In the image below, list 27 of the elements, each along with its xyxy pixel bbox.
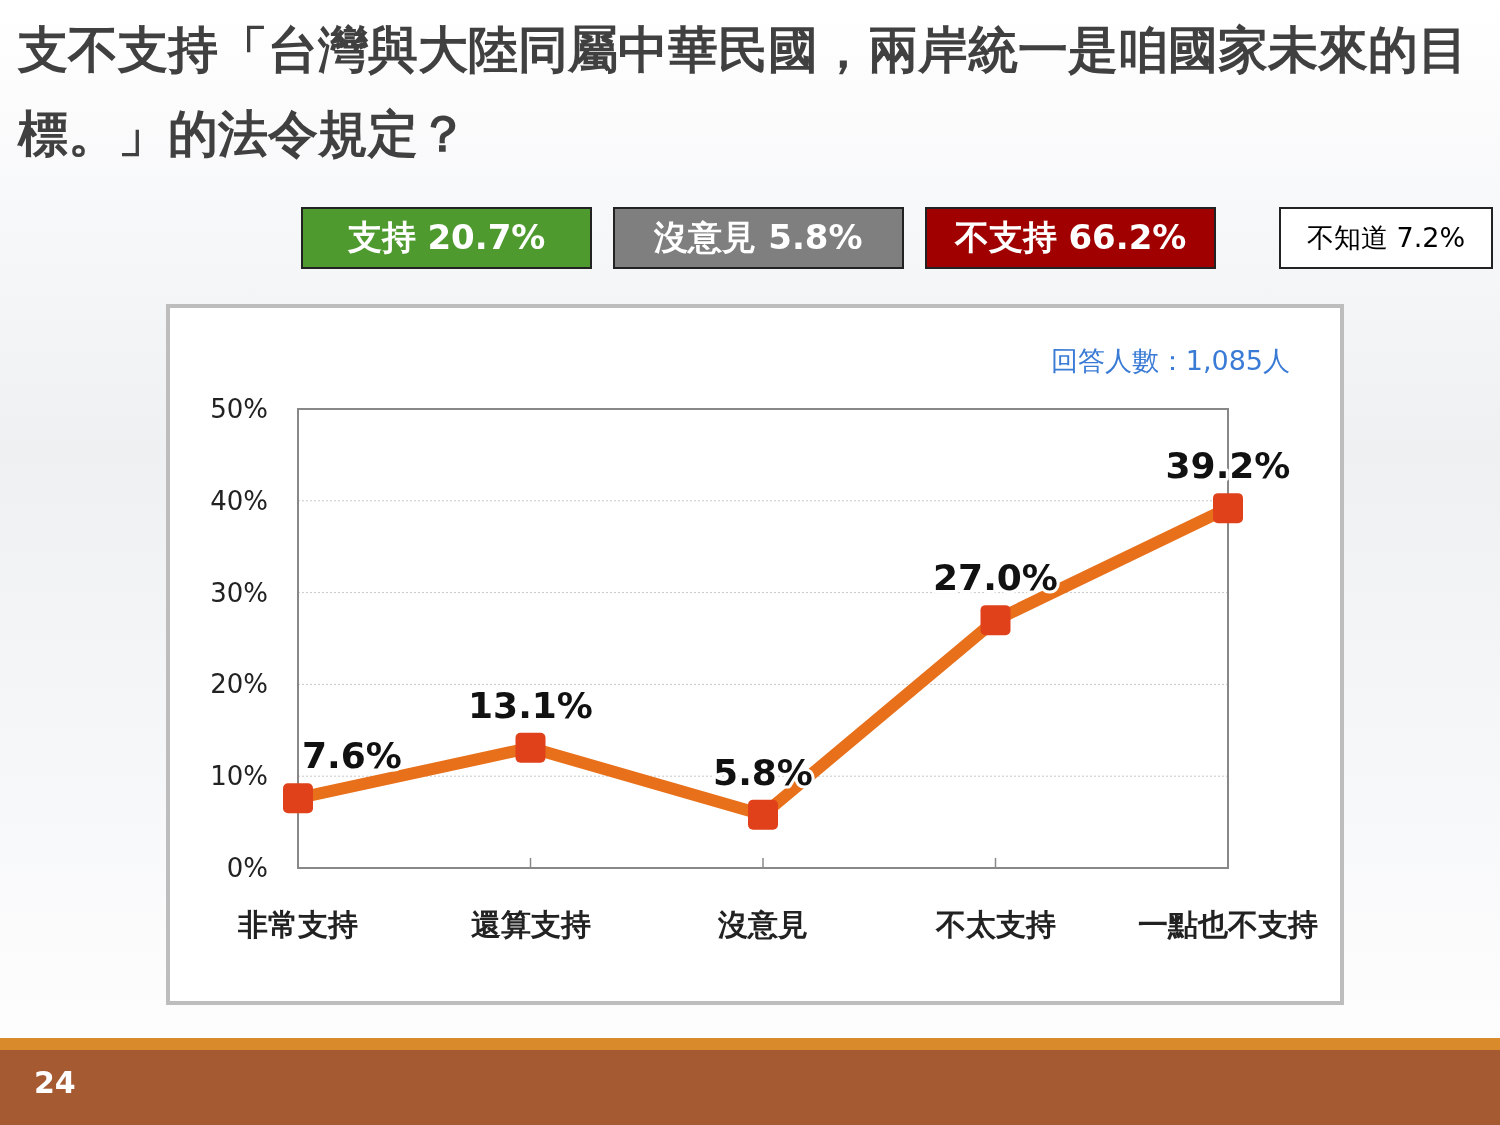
- x-tick-label: 非常支持: [237, 907, 358, 942]
- x-tick-label: 沒意見: [717, 907, 808, 942]
- point: [1213, 493, 1243, 524]
- x-tick-label: 還算支持: [470, 907, 591, 942]
- chart-title: 支不支持「台灣與大陸同屬中華民國，兩岸統一是咱國家未來的目標。」的法令規定？: [18, 20, 1469, 165]
- data-label: 7.6%: [302, 735, 402, 777]
- data-label: 39.2%: [1165, 445, 1291, 487]
- text: 不知道 7.2%: [1279, 207, 1493, 269]
- x-tick-label: 一點也不支持: [1138, 907, 1318, 942]
- text: 沒意見 5.8%: [613, 207, 904, 269]
- y-tick-label: 0%: [226, 853, 268, 883]
- y-tick-label: 50%: [210, 394, 268, 424]
- data-label: 13.1%: [468, 684, 593, 726]
- data-label: 27.0%: [933, 557, 1058, 599]
- point: [515, 732, 546, 763]
- point: [980, 605, 1011, 636]
- point: [748, 799, 778, 830]
- y-tick-label: 30%: [210, 577, 268, 608]
- y-tick-label: 40%: [210, 485, 268, 516]
- point: [283, 783, 313, 814]
- y-tick-label: 10%: [210, 761, 268, 792]
- x-tick-label: 不太支持: [934, 907, 1056, 942]
- text: 不支持 66.2%: [925, 207, 1216, 269]
- text: 24: [34, 1065, 76, 1100]
- y-tick-label: 20%: [210, 669, 268, 700]
- text: 支持 20.7%: [301, 207, 592, 269]
- text: 回答人數：1,085人: [1050, 345, 1290, 376]
